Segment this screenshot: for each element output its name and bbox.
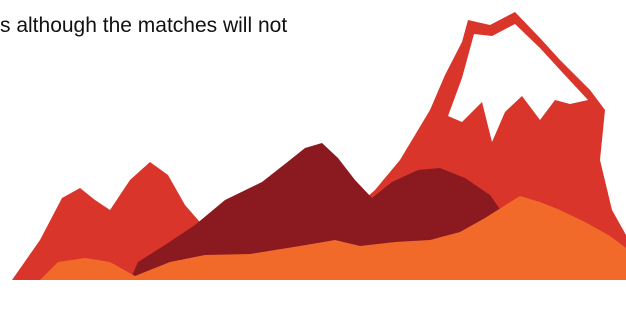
caption-text: s although the matches will not [0,14,287,38]
page: s although the matches will not (() => {… [0,0,626,309]
mountain-illustration [0,0,626,309]
